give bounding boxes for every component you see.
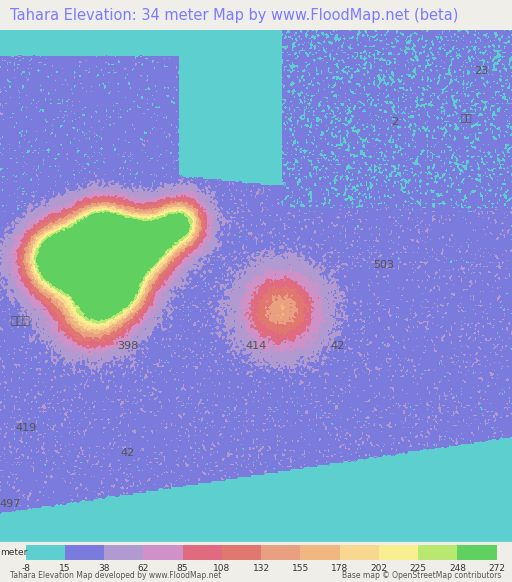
Text: 23: 23 (474, 66, 488, 76)
Text: 85: 85 (177, 565, 188, 573)
Text: meter: meter (0, 548, 27, 557)
Bar (26, 545, 65, 560)
Bar (261, 545, 301, 560)
Text: 272: 272 (488, 565, 505, 573)
Bar (457, 545, 497, 560)
Bar (183, 545, 222, 560)
Text: 108: 108 (213, 565, 230, 573)
Text: 155: 155 (292, 565, 309, 573)
Text: -8: -8 (21, 565, 30, 573)
Text: 497: 497 (0, 499, 21, 509)
Text: 38: 38 (98, 565, 110, 573)
Text: 日原市: 日原市 (11, 316, 30, 326)
Text: 503: 503 (373, 260, 395, 270)
Text: 42: 42 (121, 448, 135, 459)
Bar (104, 545, 143, 560)
Text: 2: 2 (391, 117, 398, 127)
Text: Base map © OpenStreetMap contributors: Base map © OpenStreetMap contributors (343, 571, 502, 580)
Bar (143, 545, 183, 560)
Text: 15: 15 (59, 565, 71, 573)
Text: 419: 419 (15, 423, 36, 433)
Text: 62: 62 (138, 565, 149, 573)
Bar (339, 545, 379, 560)
Text: 42: 42 (331, 342, 345, 352)
Text: Tahara Elevation: 34 meter Map by www.FloodMap.net (beta): Tahara Elevation: 34 meter Map by www.Fl… (10, 8, 459, 23)
Text: 132: 132 (252, 565, 270, 573)
Text: Tahara Elevation Map developed by www.FloodMap.net: Tahara Elevation Map developed by www.Fl… (10, 571, 222, 580)
Text: 大山: 大山 (460, 112, 472, 122)
Bar (418, 545, 457, 560)
Text: 178: 178 (331, 565, 348, 573)
Text: 225: 225 (410, 565, 426, 573)
Text: 414: 414 (245, 342, 267, 352)
Bar (65, 545, 104, 560)
Text: 248: 248 (449, 565, 466, 573)
Text: 398: 398 (117, 342, 139, 352)
Bar (222, 545, 261, 560)
Bar (301, 545, 339, 560)
Bar (379, 545, 418, 560)
Text: 202: 202 (370, 565, 388, 573)
